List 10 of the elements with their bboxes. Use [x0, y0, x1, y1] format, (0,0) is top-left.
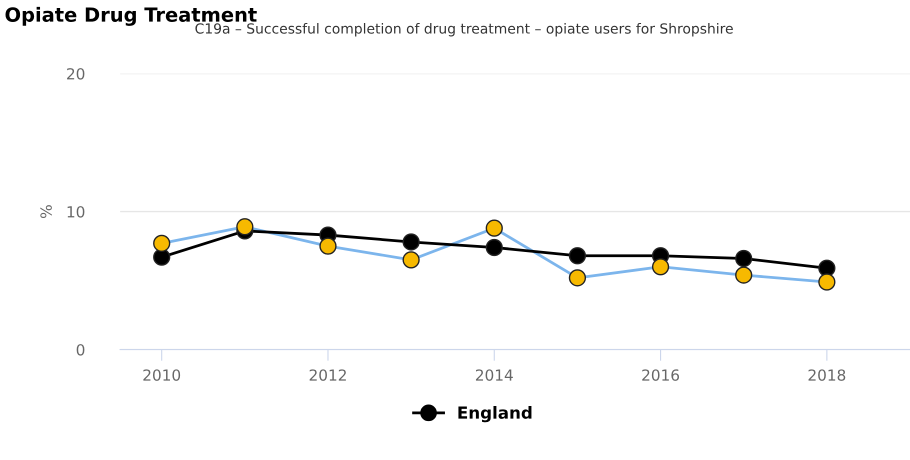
- y-tick-label: 20: [67, 68, 84, 80]
- x-tick-label: 2016: [642, 369, 680, 381]
- legend-label: England: [458, 406, 532, 422]
- x-tick-label: 2010: [143, 369, 180, 381]
- x-tick-label: 2012: [310, 369, 346, 381]
- y-axis-title: %: [40, 205, 52, 218]
- y-tick-label: 0: [76, 344, 84, 356]
- y-tick-label: 10: [68, 206, 84, 218]
- x-tick-label: 2018: [808, 369, 846, 381]
- x-tick-label: 2014: [476, 369, 513, 381]
